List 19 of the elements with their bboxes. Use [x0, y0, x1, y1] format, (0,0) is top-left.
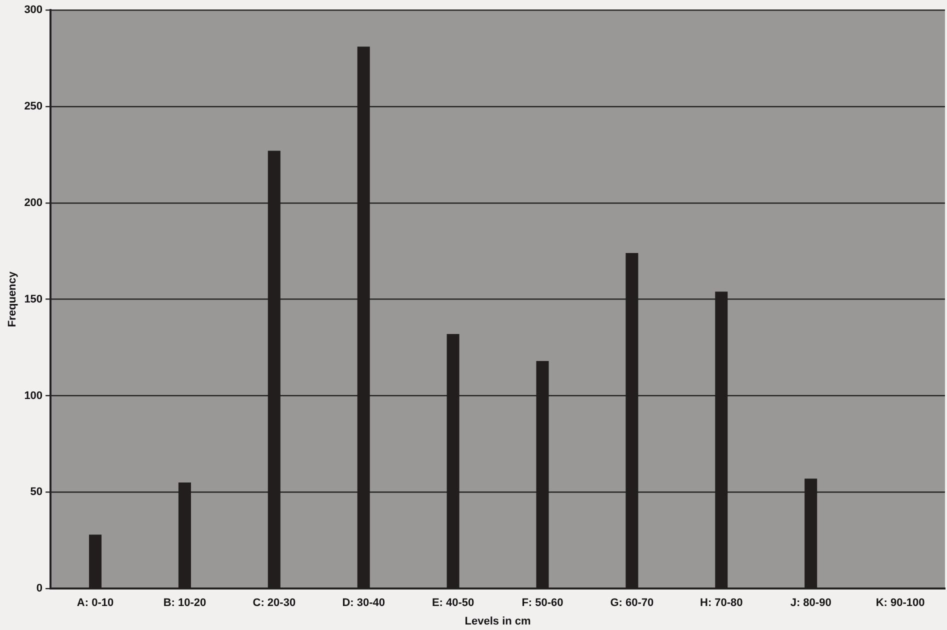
y-tick-label: 0 — [36, 582, 43, 595]
x-tick-label: G: 60-70 — [610, 597, 654, 610]
x-tick-label: E: 40-50 — [432, 597, 474, 610]
x-tick-label: H: 70-80 — [700, 597, 743, 610]
x-tick-label: K: 90-100 — [876, 597, 925, 610]
x-tick-label: F: 50-60 — [522, 597, 564, 610]
x-tick-label: A: 0-10 — [76, 597, 114, 610]
x-tick-label: B: 10-20 — [163, 597, 206, 610]
y-tick-label: 300 — [24, 4, 43, 16]
x-tick-label: D: 30-40 — [342, 597, 386, 610]
y-tick-label: 100 — [24, 390, 43, 402]
y-axis-title: Frequency — [6, 270, 19, 328]
x-tick-label: C: 20-30 — [252, 597, 296, 610]
y-tick-label: 250 — [24, 100, 43, 112]
y-tick-label: 50 — [30, 486, 43, 498]
x-tick-label: J: 80-90 — [790, 597, 832, 610]
y-tick-label: 200 — [24, 196, 43, 209]
y-tick-label: 150 — [24, 293, 43, 306]
x-axis-title: Levels in cm — [464, 615, 532, 628]
